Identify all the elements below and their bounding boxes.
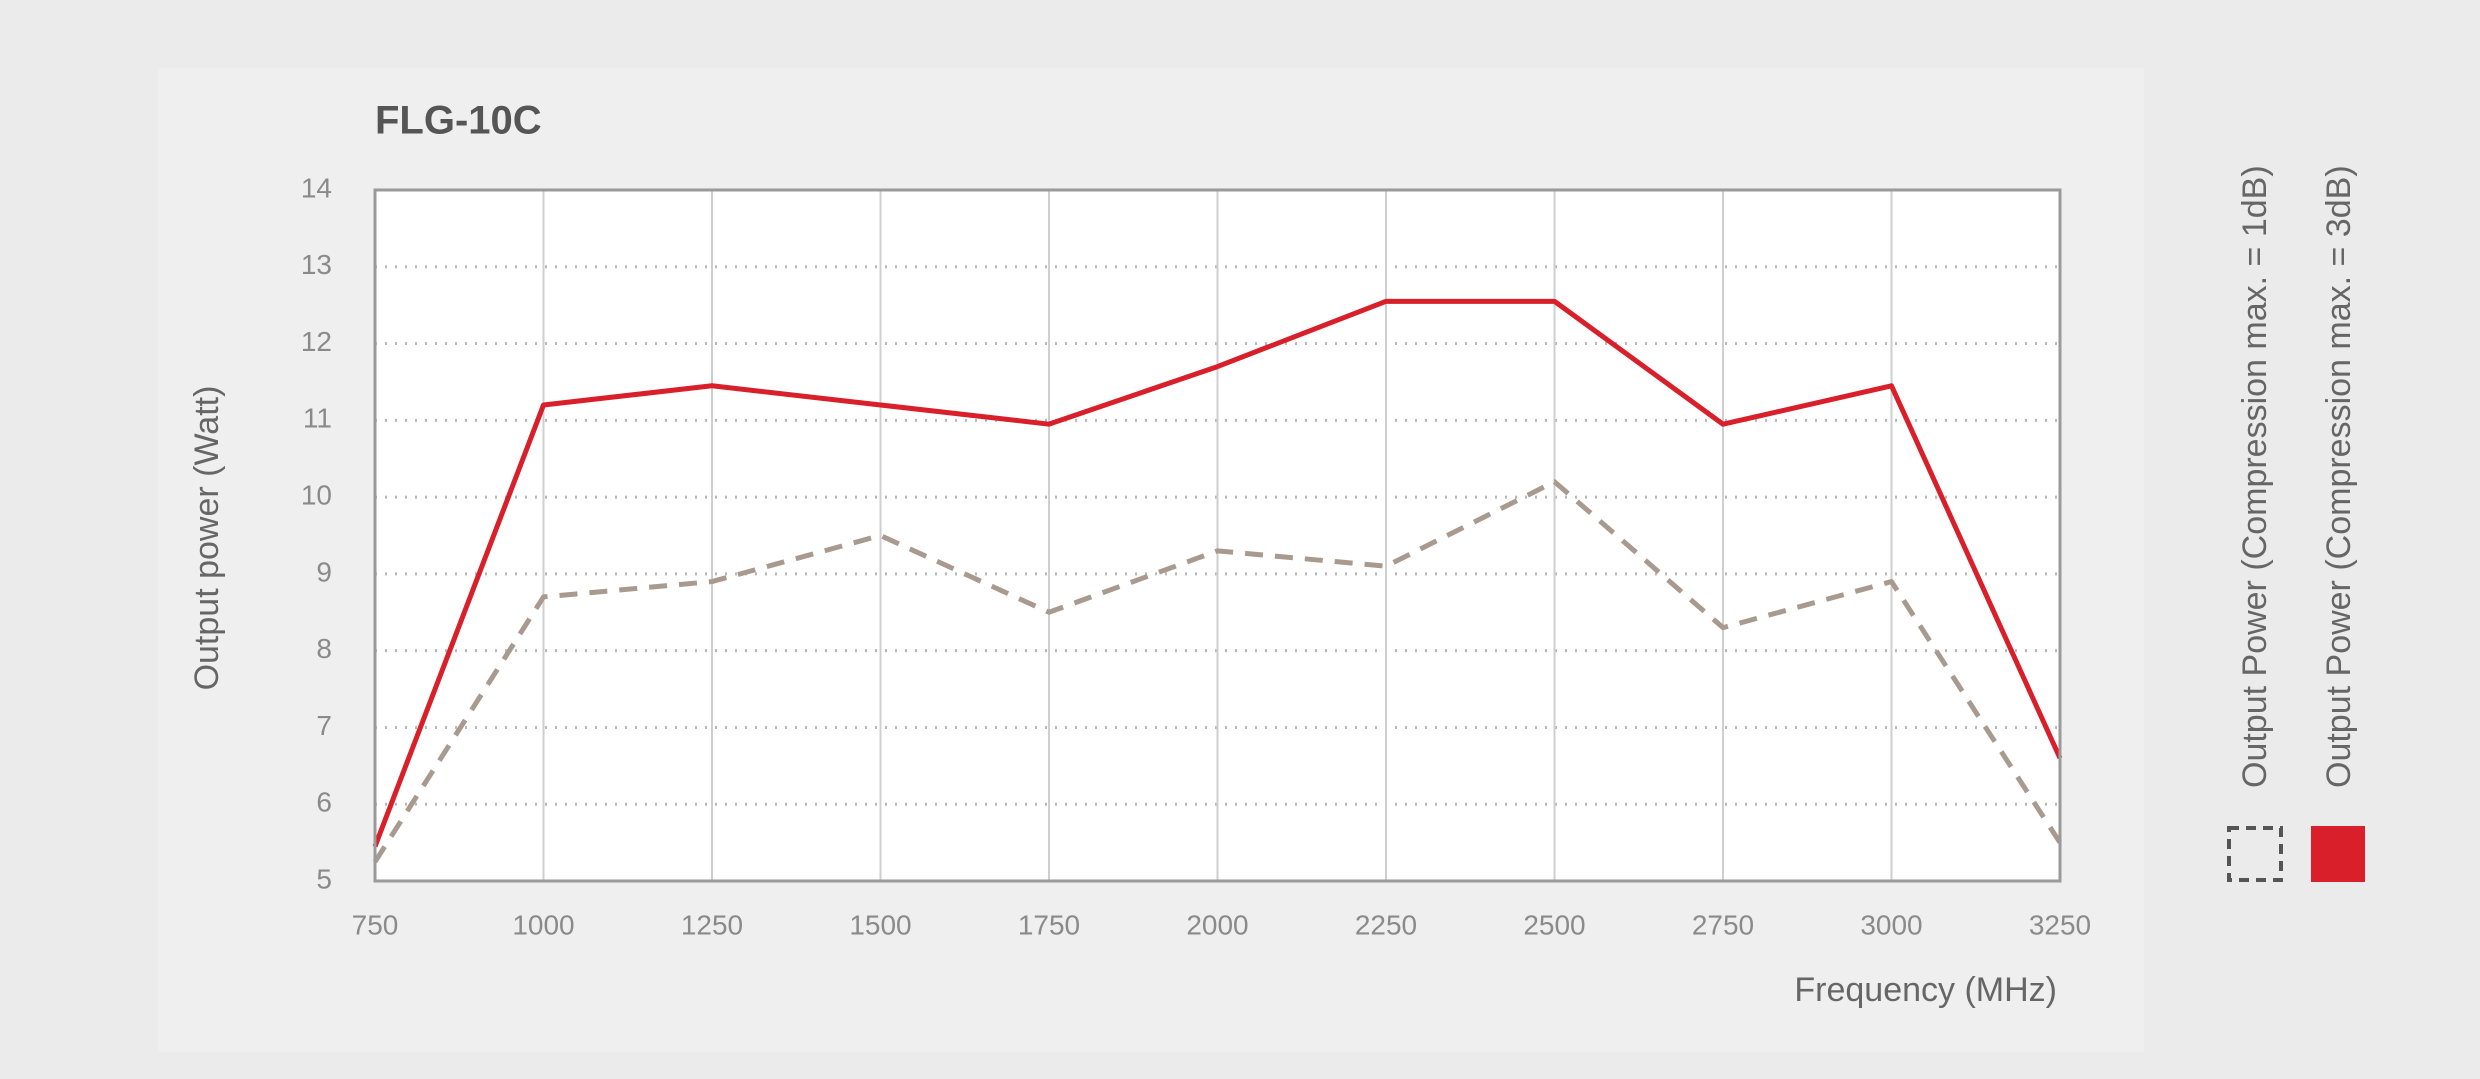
chart-title: FLG-10C (375, 99, 542, 143)
y-tick-label: 7 (316, 710, 332, 741)
y-tick-label: 13 (301, 249, 332, 280)
lines (372, 298, 2063, 864)
y-axis-label: Output power (Watt) (188, 386, 226, 691)
frame (373, 188, 2062, 883)
x-tick-label: 3250 (2029, 909, 2091, 940)
x-tick-label: 1750 (1018, 909, 1080, 940)
legend-swatch (2227, 826, 2283, 882)
series-line (372, 298, 2063, 848)
x-tick-label: 1500 (849, 909, 911, 940)
legend-label: Output Power (Compression max. = 3dB) (2320, 165, 2358, 788)
y-tick-label: 6 (316, 787, 332, 818)
legend-swatch (2311, 826, 2365, 882)
x-tick-label: 2000 (1186, 909, 1248, 940)
x-tick-label: 3000 (1860, 909, 1922, 940)
y-tick-label: 8 (316, 633, 332, 664)
x-axis-label: Frequency (MHz) (1794, 971, 2057, 1009)
x-tick-label: 750 (352, 909, 399, 940)
x-tick-label: 2750 (1692, 909, 1754, 940)
y-tick-label: 14 (301, 172, 332, 203)
series-line (372, 479, 2063, 864)
y-tick-label: 12 (301, 326, 332, 357)
x-tick-label: 1250 (681, 909, 743, 940)
x-tick-label: 1000 (512, 909, 574, 940)
y-tick-label: 10 (301, 480, 332, 511)
x-tick-label: 2500 (1523, 909, 1585, 940)
legend-label: Output Power (Compression max. = 1dB) (2236, 165, 2274, 788)
y-tick-label: 5 (316, 863, 332, 894)
x-tick-label: 2250 (1355, 909, 1417, 940)
y-tick-label: 11 (303, 403, 332, 434)
legend: Output Power (Compression max. = 1dB) Out… (2227, 165, 2365, 882)
ticks: 5 6 7 8 9 10 11 12 13 14 750 1000 1250 1500 1750 2000 22… (301, 172, 2091, 940)
y-tick-label: 9 (316, 556, 332, 587)
